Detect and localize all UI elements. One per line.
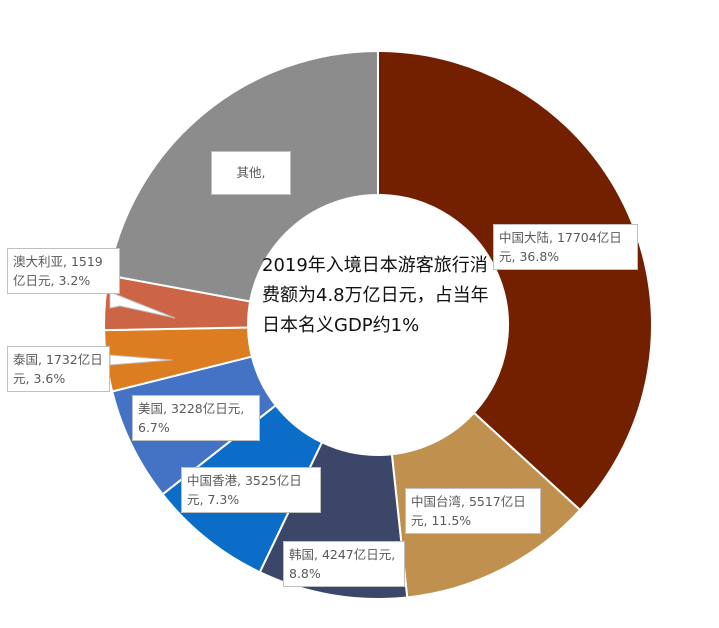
label-thailand: 泰国, 1732亿日元, 3.6%	[7, 346, 110, 392]
label-other: 其他,	[211, 151, 291, 195]
label-australia: 澳大利亚, 1519亿日元, 3.2%	[7, 248, 120, 294]
label-usa: 美国, 3228亿日元, 6.7%	[132, 395, 260, 441]
slice-0	[377, 49, 653, 512]
callout-australia	[109, 291, 176, 319]
center-text: 2019年入境日本游客旅行消费额为4.8万亿日元，占当年日本名义GDP约1%	[262, 255, 489, 336]
label-taiwan: 中国台湾, 5517亿日元, 11.5%	[405, 488, 541, 534]
label-hongkong: 中国香港, 3525亿日元, 7.3%	[181, 467, 321, 513]
callout-thailand	[109, 354, 173, 366]
label-china-mainland: 中国大陆, 17704亿日元, 36.8%	[493, 224, 638, 270]
label-korea: 韩国, 4247亿日元, 8.8%	[283, 541, 405, 587]
